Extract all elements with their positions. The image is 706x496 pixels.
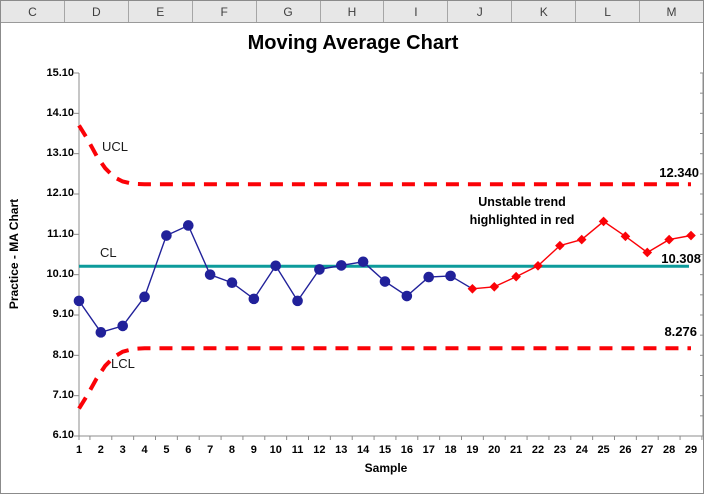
x-tick-label-17: 17 [422, 443, 435, 456]
column-header-M[interactable]: M [640, 1, 703, 22]
data-point-sample-1[interactable] [73, 295, 85, 307]
data-point-sample-28[interactable] [664, 234, 674, 245]
y-tick-label-7.10: 7.10 [52, 389, 74, 402]
y-tick-label-13.10: 13.10 [46, 147, 74, 160]
lcl-value-label: 8.276 [664, 324, 697, 339]
data-point-sample-25[interactable] [598, 216, 609, 227]
data-point-sample-29[interactable] [686, 230, 696, 241]
data-point-sample-8[interactable] [226, 277, 238, 289]
x-tick-label-15: 15 [378, 443, 392, 456]
x-tick-label-25: 25 [597, 443, 610, 456]
data-point-sample-15[interactable] [379, 276, 391, 287]
x-tick-label-27: 27 [641, 443, 654, 456]
x-tick-label-14: 14 [357, 443, 370, 456]
column-header-K[interactable]: K [512, 1, 577, 22]
data-point-sample-17[interactable] [423, 271, 435, 283]
y-tick-label-12.10: 12.10 [46, 187, 74, 200]
x-tick-label-28: 28 [663, 443, 676, 456]
x-tick-label-24: 24 [575, 443, 588, 456]
column-header-F[interactable]: F [192, 1, 257, 22]
data-point-sample-23[interactable] [555, 240, 565, 251]
x-tick-label-5: 5 [163, 443, 170, 456]
data-point-sample-13[interactable] [335, 260, 347, 271]
y-tick-label-8.10: 8.10 [52, 348, 74, 361]
x-tick-label-8: 8 [228, 443, 236, 456]
data-point-sample-7[interactable] [204, 269, 216, 280]
data-point-sample-24[interactable] [576, 234, 587, 245]
column-header-J[interactable]: J [448, 1, 513, 22]
data-point-sample-27[interactable] [642, 247, 653, 258]
cl-value-label: 10.308 [661, 251, 701, 266]
x-tick-label-11: 11 [291, 443, 304, 456]
annotation-line-2: highlighted in red [469, 213, 575, 227]
column-header-C[interactable]: C [1, 1, 65, 22]
x-tick-label-1: 1 [75, 443, 83, 456]
lcl-line[interactable] [77, 346, 691, 410]
data-point-sample-26[interactable] [620, 231, 631, 242]
column-header-L[interactable]: L [576, 1, 641, 22]
data-point-sample-19[interactable] [467, 283, 478, 294]
x-tick-label-29: 29 [684, 443, 698, 456]
data-point-sample-5[interactable] [161, 230, 172, 241]
ucl-value-label: 12.340 [659, 165, 699, 180]
data-point-sample-10[interactable] [270, 260, 282, 272]
x-tick-label-23: 23 [553, 443, 566, 456]
data-point-sample-11[interactable] [292, 295, 303, 307]
data-point-sample-16[interactable] [401, 290, 413, 302]
data-point-sample-21[interactable] [511, 271, 521, 282]
y-tick-label-14.10: 14.10 [46, 106, 74, 119]
data-point-sample-9[interactable] [248, 293, 260, 305]
x-tick-label-13: 13 [335, 443, 348, 456]
column-header-E[interactable]: E [128, 1, 193, 22]
x-tick-label-6: 6 [185, 443, 192, 456]
x-tick-label-3: 3 [119, 443, 126, 456]
y-tick-label-11.10: 11.10 [47, 227, 74, 240]
cl-label: CL [100, 245, 117, 260]
lcl-label: LCL [111, 356, 135, 371]
ucl-label: UCL [102, 139, 129, 154]
annotation-unstable-trend: Unstable trend highlighted in red [412, 193, 632, 229]
y-tick-label-9.10: 9.10 [52, 308, 74, 321]
ucl-line[interactable] [77, 124, 691, 187]
x-tick-label-9: 9 [250, 443, 257, 456]
x-tick-label-19: 19 [466, 443, 479, 456]
ma-series-line-stable[interactable] [78, 224, 473, 334]
data-point-sample-22[interactable] [533, 260, 543, 271]
column-header-H[interactable]: H [320, 1, 385, 22]
x-tick-label-20: 20 [488, 443, 501, 456]
x-tick-label-22: 22 [531, 443, 545, 456]
y-tick-label-10.10: 10.10 [46, 268, 74, 281]
y-tick-label-15.10: 15.10 [46, 66, 74, 79]
annotation-line-1: Unstable trend [478, 195, 566, 209]
column-header-G[interactable]: G [256, 1, 321, 22]
data-point-sample-14[interactable] [357, 256, 369, 268]
x-tick-label-10: 10 [269, 443, 282, 456]
x-tick-label-4: 4 [141, 443, 148, 456]
column-header-I[interactable]: I [384, 1, 449, 22]
x-tick-label-16: 16 [400, 443, 413, 456]
column-header-D[interactable]: D [64, 1, 129, 22]
x-axis-title: Sample [364, 461, 408, 475]
data-point-sample-6[interactable] [182, 220, 194, 231]
data-point-sample-20[interactable] [489, 281, 500, 292]
x-tick-label-21: 21 [510, 443, 523, 456]
y-tick-label-6.10: 6.10 [52, 429, 74, 442]
data-point-sample-18[interactable] [445, 270, 456, 282]
x-tick-label-18: 18 [444, 443, 457, 456]
x-tick-label-26: 26 [619, 443, 632, 456]
data-point-sample-4[interactable] [139, 291, 150, 303]
chart-title: Moving Average Chart [247, 32, 459, 54]
x-tick-label-2: 2 [97, 443, 104, 456]
data-point-sample-12[interactable] [314, 264, 325, 275]
data-point-sample-2[interactable] [95, 327, 107, 338]
data-point-sample-3[interactable] [117, 320, 129, 332]
x-tick-label-7: 7 [207, 443, 214, 456]
x-tick-label-12: 12 [313, 443, 326, 456]
